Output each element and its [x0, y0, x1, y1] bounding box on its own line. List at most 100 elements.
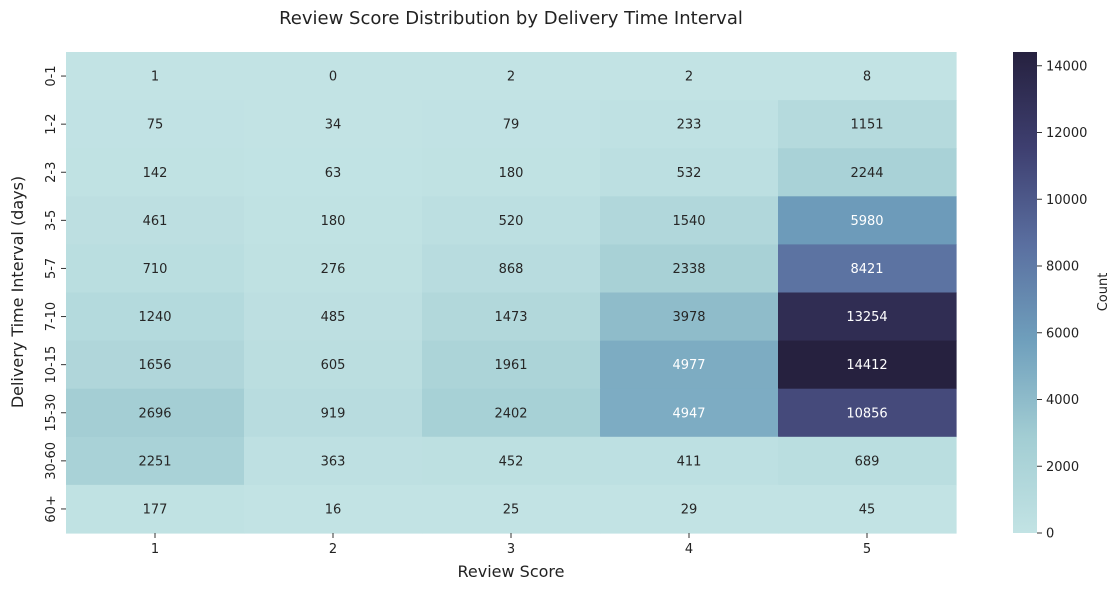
- cell-value-label: 2251: [138, 454, 171, 469]
- cell-value-label: 45: [859, 502, 876, 517]
- heatmap-cell: [244, 100, 423, 149]
- heatmap-cell: [66, 436, 245, 486]
- cell-value-label: 1656: [138, 358, 171, 373]
- heatmap-cell: [422, 244, 601, 294]
- y-axis-label: Delivery Time Interval (days): [8, 176, 27, 408]
- heatmap-cell: [244, 340, 423, 390]
- heatmap-cell: [600, 292, 779, 342]
- heatmap-cell: [244, 52, 423, 101]
- cell-value-label: 4977: [672, 358, 705, 373]
- colorbar-tick-label: 4000: [1046, 393, 1079, 408]
- x-tick-label: 5: [863, 542, 871, 557]
- cell-value-label: 25: [503, 502, 520, 517]
- x-tick-label: 2: [329, 542, 337, 557]
- y-tick-label: 1-2: [44, 114, 59, 135]
- heatmap-cell: [600, 148, 779, 197]
- heatmap-cell: [778, 388, 957, 438]
- heatmap-cell: [244, 388, 423, 438]
- heatmap-cell: [422, 148, 601, 197]
- heatmap-cell: [66, 340, 245, 390]
- cell-value-label: 13254: [846, 310, 887, 325]
- colorbar-tick-label: 14000: [1046, 59, 1087, 74]
- cell-value-label: 233: [677, 118, 702, 133]
- cell-value-label: 710: [143, 262, 168, 277]
- heatmap-cell: [244, 484, 423, 534]
- heatmap-cell: [66, 52, 245, 101]
- cell-value-label: 919: [321, 406, 346, 421]
- heatmap-cell: [422, 292, 601, 342]
- cell-value-label: 180: [499, 166, 524, 181]
- x-tick-label: 3: [507, 542, 515, 557]
- cell-value-label: 1: [151, 70, 159, 85]
- cell-value-label: 5980: [850, 214, 883, 229]
- cell-value-label: 461: [143, 214, 168, 229]
- heatmap-cell: [778, 100, 957, 149]
- heatmap-cell: [66, 148, 245, 197]
- cell-value-label: 1961: [494, 358, 527, 373]
- heatmap-cell: [778, 244, 957, 294]
- heatmap-cells: [66, 52, 957, 534]
- y-tick-label: 15-30: [44, 394, 59, 432]
- heatmap-cell: [66, 484, 245, 534]
- heatmap-cell: [778, 436, 957, 486]
- y-tick-label: 0-1: [44, 65, 59, 86]
- cell-value-label: 34: [325, 118, 342, 133]
- x-axis: 1 2 3 4 5: [151, 533, 871, 557]
- cell-value-label: 177: [143, 502, 168, 517]
- cell-value-label: 689: [855, 454, 880, 469]
- y-tick-label: 60+: [44, 495, 59, 522]
- cell-value-label: 63: [325, 166, 342, 181]
- heatmap-cell: [778, 340, 957, 390]
- heatmap-cell: [778, 484, 957, 534]
- cell-value-label: 8: [863, 70, 871, 85]
- cell-value-label: 1473: [494, 310, 527, 325]
- y-tick-label: 7-10: [44, 302, 59, 332]
- heatmap-cell: [778, 52, 957, 101]
- cell-value-label: 2402: [494, 406, 527, 421]
- cell-value-label: 411: [677, 454, 702, 469]
- heatmap-cell: [600, 388, 779, 438]
- colorbar-label: Count: [1096, 273, 1111, 312]
- cell-value-label: 520: [499, 214, 524, 229]
- cell-value-label: 8421: [850, 262, 883, 277]
- cell-value-label: 180: [321, 214, 346, 229]
- heatmap-cell: [778, 196, 957, 245]
- heatmap-cell: [600, 100, 779, 149]
- chart-title: Review Score Distribution by Delivery Ti…: [279, 8, 743, 29]
- colorbar-tick-label: 10000: [1046, 193, 1087, 208]
- heatmap-cell: [66, 100, 245, 149]
- x-tick-label: 1: [151, 542, 159, 557]
- x-tick-label: 4: [685, 542, 693, 557]
- heatmap-cell: [66, 196, 245, 245]
- x-axis-label: Review Score: [458, 562, 565, 581]
- cell-value-label: 1240: [138, 310, 171, 325]
- heatmap-cell: [422, 52, 601, 101]
- cell-value-label: 16: [325, 502, 342, 517]
- colorbar-tick-label: 0: [1046, 527, 1054, 542]
- y-tick-label: 30-60: [44, 442, 59, 480]
- heatmap-cell: [422, 484, 601, 534]
- cell-value-label: 868: [499, 262, 524, 277]
- heatmap-cell-labels: 1 0 2 2 8 75 34 79 233 1151 142 63 180 532 2244 461 180 5…: [138, 70, 887, 518]
- cell-value-label: 1151: [850, 118, 883, 133]
- cell-value-label: 79: [503, 118, 520, 133]
- heatmap-cell: [244, 196, 423, 245]
- cell-value-label: 2: [685, 70, 693, 85]
- heatmap-cell: [244, 292, 423, 342]
- cell-value-label: 276: [321, 262, 346, 277]
- heatmap-cell: [422, 436, 601, 486]
- heatmap-cell: [66, 292, 245, 342]
- heatmap-cell: [600, 52, 779, 101]
- colorbar-gradient: [1013, 52, 1037, 533]
- heatmap-cell: [244, 244, 423, 294]
- colorbar-tick-label: 2000: [1046, 460, 1079, 475]
- colorbar-tick-label: 12000: [1046, 126, 1087, 141]
- heatmap-cell: [66, 244, 245, 294]
- heatmap-cell: [600, 244, 779, 294]
- cell-value-label: 14412: [846, 358, 887, 373]
- cell-value-label: 2: [507, 70, 515, 85]
- heatmap-cell: [600, 484, 779, 534]
- heatmap-cell: [422, 196, 601, 245]
- heatmap-cell: [244, 148, 423, 197]
